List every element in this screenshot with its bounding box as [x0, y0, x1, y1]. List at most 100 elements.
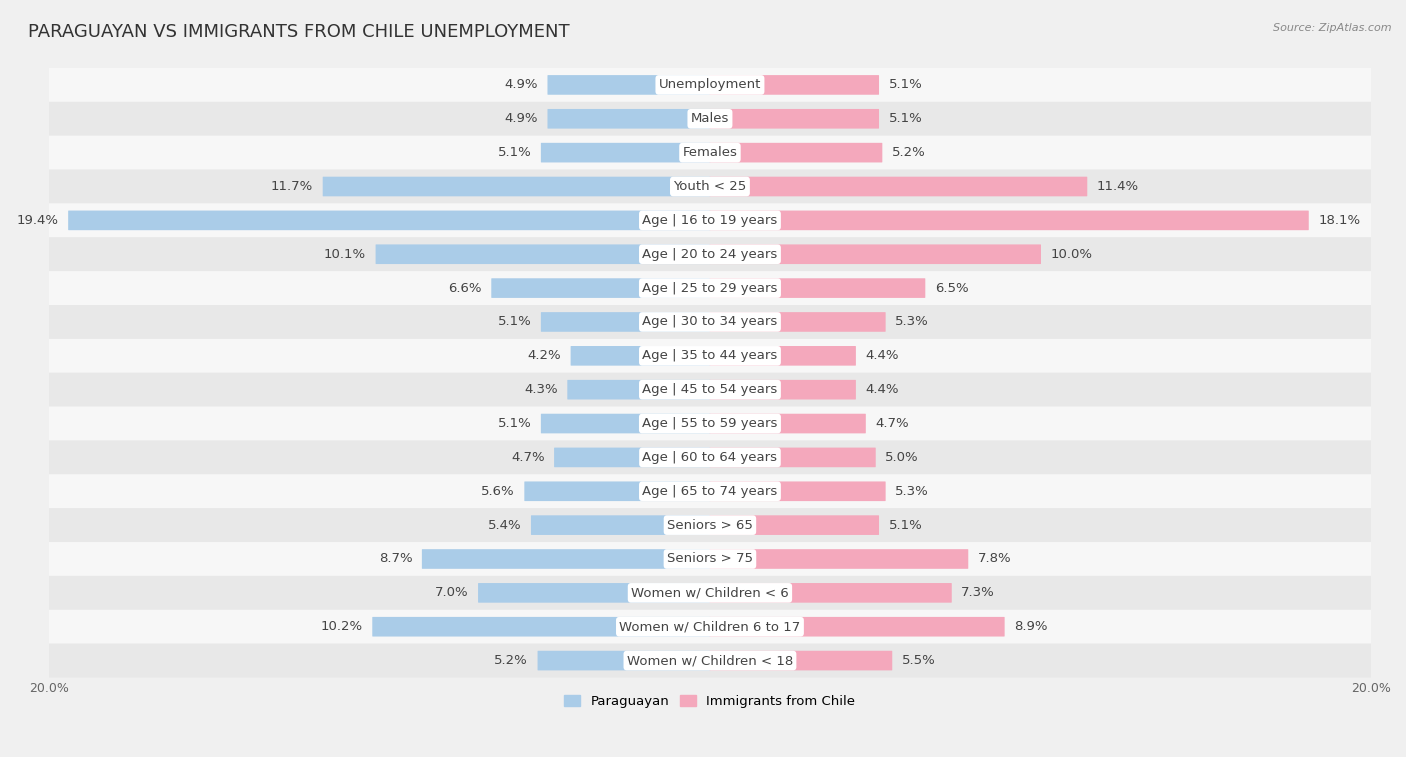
FancyBboxPatch shape — [710, 75, 879, 95]
Text: 5.1%: 5.1% — [498, 417, 531, 430]
FancyBboxPatch shape — [710, 210, 1309, 230]
FancyBboxPatch shape — [491, 279, 710, 298]
FancyBboxPatch shape — [49, 136, 1371, 170]
Text: 19.4%: 19.4% — [17, 214, 59, 227]
Text: 11.4%: 11.4% — [1097, 180, 1139, 193]
Text: Age | 55 to 59 years: Age | 55 to 59 years — [643, 417, 778, 430]
Text: Males: Males — [690, 112, 730, 126]
FancyBboxPatch shape — [554, 447, 710, 467]
FancyBboxPatch shape — [547, 75, 710, 95]
Text: 4.9%: 4.9% — [505, 79, 538, 92]
FancyBboxPatch shape — [710, 109, 879, 129]
FancyBboxPatch shape — [710, 312, 886, 332]
Text: 18.1%: 18.1% — [1319, 214, 1360, 227]
Text: 5.1%: 5.1% — [498, 316, 531, 329]
FancyBboxPatch shape — [541, 312, 710, 332]
Text: 4.9%: 4.9% — [505, 112, 538, 126]
FancyBboxPatch shape — [567, 380, 710, 400]
FancyBboxPatch shape — [710, 447, 876, 467]
FancyBboxPatch shape — [49, 237, 1371, 271]
FancyBboxPatch shape — [49, 643, 1371, 678]
FancyBboxPatch shape — [710, 549, 969, 569]
Text: 5.4%: 5.4% — [488, 519, 522, 531]
Text: Age | 60 to 64 years: Age | 60 to 64 years — [643, 451, 778, 464]
FancyBboxPatch shape — [710, 143, 883, 163]
FancyBboxPatch shape — [49, 610, 1371, 643]
Text: 5.2%: 5.2% — [495, 654, 529, 667]
Text: 8.9%: 8.9% — [1014, 620, 1047, 633]
FancyBboxPatch shape — [49, 170, 1371, 204]
FancyBboxPatch shape — [710, 245, 1040, 264]
Text: 6.6%: 6.6% — [449, 282, 482, 294]
Text: 11.7%: 11.7% — [271, 180, 314, 193]
Text: 5.0%: 5.0% — [886, 451, 918, 464]
FancyBboxPatch shape — [49, 407, 1371, 441]
Text: 5.1%: 5.1% — [889, 112, 922, 126]
FancyBboxPatch shape — [49, 339, 1371, 372]
Text: Age | 30 to 34 years: Age | 30 to 34 years — [643, 316, 778, 329]
FancyBboxPatch shape — [49, 102, 1371, 136]
Text: 7.8%: 7.8% — [977, 553, 1011, 565]
Text: Youth < 25: Youth < 25 — [673, 180, 747, 193]
Text: 6.5%: 6.5% — [935, 282, 969, 294]
FancyBboxPatch shape — [710, 346, 856, 366]
Text: 5.1%: 5.1% — [889, 79, 922, 92]
Text: 4.4%: 4.4% — [865, 383, 898, 396]
Text: Age | 45 to 54 years: Age | 45 to 54 years — [643, 383, 778, 396]
FancyBboxPatch shape — [547, 109, 710, 129]
Text: Age | 65 to 74 years: Age | 65 to 74 years — [643, 484, 778, 498]
Text: Seniors > 75: Seniors > 75 — [666, 553, 754, 565]
FancyBboxPatch shape — [710, 481, 886, 501]
Text: 4.2%: 4.2% — [527, 349, 561, 363]
FancyBboxPatch shape — [49, 271, 1371, 305]
FancyBboxPatch shape — [710, 380, 856, 400]
Text: 5.3%: 5.3% — [896, 484, 929, 498]
FancyBboxPatch shape — [49, 475, 1371, 508]
FancyBboxPatch shape — [531, 516, 710, 535]
Text: 5.1%: 5.1% — [889, 519, 922, 531]
FancyBboxPatch shape — [478, 583, 710, 603]
FancyBboxPatch shape — [422, 549, 710, 569]
FancyBboxPatch shape — [710, 414, 866, 433]
FancyBboxPatch shape — [49, 204, 1371, 237]
Text: Women w/ Children < 6: Women w/ Children < 6 — [631, 587, 789, 600]
Text: Source: ZipAtlas.com: Source: ZipAtlas.com — [1274, 23, 1392, 33]
Text: Seniors > 65: Seniors > 65 — [666, 519, 752, 531]
FancyBboxPatch shape — [49, 372, 1371, 407]
Text: 5.5%: 5.5% — [901, 654, 935, 667]
Text: Unemployment: Unemployment — [659, 79, 761, 92]
Text: 4.7%: 4.7% — [875, 417, 908, 430]
Text: 10.2%: 10.2% — [321, 620, 363, 633]
Text: 7.3%: 7.3% — [962, 587, 995, 600]
FancyBboxPatch shape — [710, 176, 1087, 196]
Text: Age | 16 to 19 years: Age | 16 to 19 years — [643, 214, 778, 227]
FancyBboxPatch shape — [710, 651, 893, 671]
FancyBboxPatch shape — [49, 68, 1371, 102]
FancyBboxPatch shape — [373, 617, 710, 637]
Text: 5.6%: 5.6% — [481, 484, 515, 498]
FancyBboxPatch shape — [67, 210, 710, 230]
FancyBboxPatch shape — [49, 542, 1371, 576]
Text: Women w/ Children 6 to 17: Women w/ Children 6 to 17 — [619, 620, 800, 633]
Text: 8.7%: 8.7% — [378, 553, 412, 565]
Text: 7.0%: 7.0% — [434, 587, 468, 600]
FancyBboxPatch shape — [541, 414, 710, 433]
FancyBboxPatch shape — [49, 508, 1371, 542]
Text: 5.3%: 5.3% — [896, 316, 929, 329]
FancyBboxPatch shape — [49, 441, 1371, 475]
FancyBboxPatch shape — [571, 346, 710, 366]
Text: 10.0%: 10.0% — [1050, 248, 1092, 260]
FancyBboxPatch shape — [710, 617, 1005, 637]
Text: 5.1%: 5.1% — [498, 146, 531, 159]
FancyBboxPatch shape — [537, 651, 710, 671]
FancyBboxPatch shape — [710, 516, 879, 535]
Text: 4.7%: 4.7% — [510, 451, 544, 464]
Text: PARAGUAYAN VS IMMIGRANTS FROM CHILE UNEMPLOYMENT: PARAGUAYAN VS IMMIGRANTS FROM CHILE UNEM… — [28, 23, 569, 41]
Text: Women w/ Children < 18: Women w/ Children < 18 — [627, 654, 793, 667]
Text: 4.3%: 4.3% — [524, 383, 558, 396]
Text: Age | 35 to 44 years: Age | 35 to 44 years — [643, 349, 778, 363]
Text: 10.1%: 10.1% — [323, 248, 366, 260]
FancyBboxPatch shape — [710, 583, 952, 603]
FancyBboxPatch shape — [323, 176, 710, 196]
FancyBboxPatch shape — [710, 279, 925, 298]
